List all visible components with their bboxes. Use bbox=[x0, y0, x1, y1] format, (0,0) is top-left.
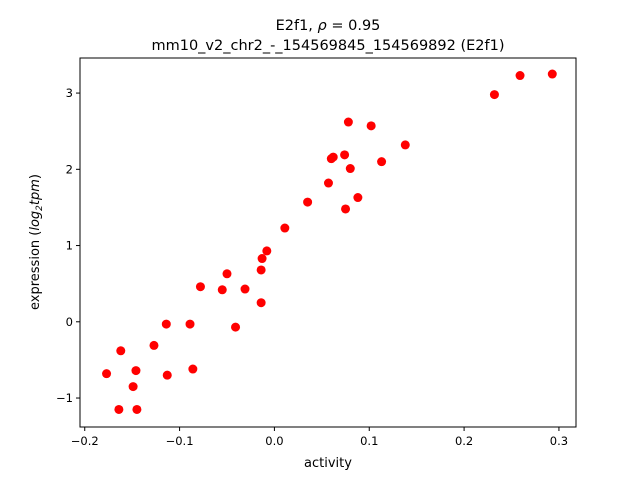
x-tick-label: 0.0 bbox=[265, 434, 283, 448]
data-point bbox=[377, 157, 387, 167]
y-tick-label: 1 bbox=[66, 239, 73, 253]
data-point bbox=[161, 319, 171, 329]
data-point bbox=[353, 193, 363, 203]
plot-area bbox=[102, 69, 557, 414]
x-tick-label: −0.1 bbox=[166, 434, 194, 448]
data-point bbox=[547, 69, 557, 79]
data-point bbox=[149, 340, 159, 350]
data-point bbox=[366, 121, 376, 131]
data-point bbox=[231, 322, 241, 332]
data-point bbox=[256, 298, 266, 308]
data-point bbox=[257, 254, 267, 264]
data-point bbox=[132, 404, 142, 414]
x-axis-label: activity bbox=[304, 456, 352, 471]
x-tick-label: 0.3 bbox=[550, 434, 568, 448]
data-point bbox=[240, 284, 250, 294]
data-point bbox=[280, 223, 290, 233]
y-tick-label: 3 bbox=[66, 86, 73, 100]
data-point bbox=[303, 197, 313, 207]
y-tick-label: −1 bbox=[56, 391, 73, 405]
chart-title-line2: mm10_v2_chr2_-_154569845_154569892 (E2f1… bbox=[151, 38, 504, 54]
data-point bbox=[222, 269, 232, 279]
data-point bbox=[256, 265, 266, 275]
data-point bbox=[185, 319, 195, 329]
data-point bbox=[400, 140, 410, 150]
data-point bbox=[345, 164, 355, 174]
data-point bbox=[328, 152, 338, 162]
data-point bbox=[114, 404, 124, 414]
data-point bbox=[323, 178, 333, 188]
x-tick-label: −0.2 bbox=[71, 434, 99, 448]
data-point bbox=[128, 382, 138, 392]
data-point bbox=[262, 246, 272, 256]
data-point bbox=[515, 71, 525, 81]
data-point bbox=[162, 370, 172, 380]
y-axis: −1 0 1 2 3 bbox=[56, 86, 80, 405]
data-point bbox=[489, 90, 499, 100]
data-point bbox=[102, 369, 112, 379]
data-point bbox=[340, 150, 350, 160]
data-point bbox=[195, 282, 205, 292]
x-axis: −0.2 −0.1 0.0 0.1 0.2 0.3 bbox=[71, 427, 568, 448]
data-point bbox=[131, 366, 141, 376]
chart-title-line1: E2f1, ρ = 0.95 bbox=[276, 18, 381, 34]
data-point bbox=[341, 204, 351, 214]
data-point bbox=[217, 285, 227, 295]
data-point bbox=[343, 117, 353, 127]
data-point bbox=[116, 346, 126, 356]
plot-frame bbox=[79, 57, 577, 428]
x-tick-label: 0.2 bbox=[455, 434, 473, 448]
data-point bbox=[188, 364, 198, 374]
y-tick-label: 2 bbox=[66, 162, 73, 176]
y-tick-label: 0 bbox=[66, 315, 73, 329]
x-tick-label: 0.1 bbox=[360, 434, 378, 448]
y-axis-label: expression (log2tpm) bbox=[28, 174, 45, 310]
